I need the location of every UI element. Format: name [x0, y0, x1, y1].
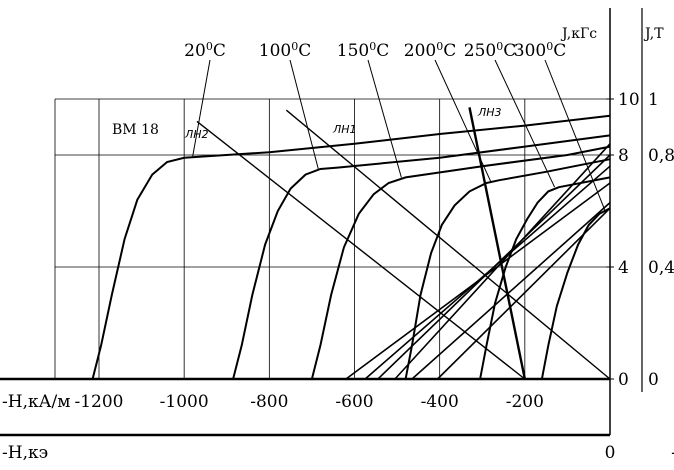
tick-labels: -1200-1000-800-600-400-200-16-14-12-10-8… [74, 90, 674, 463]
series-leader-250 [494, 59, 556, 188]
y-axis-kGs-label: J,кГс [560, 26, 597, 42]
x-tick-kAm: -1200 [74, 392, 123, 412]
x-tick-kOe: 0 [605, 443, 616, 463]
x-tick-kAm: -1000 [160, 392, 209, 412]
text-labels: -H,кА/м -H,кэ J,кГс J,T ВМ 18 [2, 26, 664, 463]
series-label-200: 2000C [404, 40, 456, 61]
x-tick-kAm: -600 [335, 392, 373, 412]
load-line-label: ЛН2 [184, 128, 209, 141]
axes [0, 8, 643, 437]
series-curve-20 [91, 114, 611, 380]
recoil-line [377, 154, 611, 380]
load-line-ЛН2 [196, 120, 526, 380]
series-leader-100 [289, 59, 319, 170]
series-leader-200 [434, 59, 492, 182]
series-curve-300 [540, 207, 611, 380]
x-tick-kAm: -800 [250, 392, 288, 412]
load-line-ЛН1 [285, 109, 611, 380]
x-tick-kOe: -2 [671, 443, 674, 463]
y-tick-T: 0 [648, 370, 659, 390]
series-leader-20 [192, 59, 211, 157]
y-tick-T: 0,4 [648, 258, 674, 278]
series-curve-100 [232, 134, 611, 380]
x-axis-kOe-label: -H,кэ [2, 443, 48, 463]
x-tick-kAm: -200 [506, 392, 544, 412]
series-label-300: 3000C [514, 40, 566, 61]
y-tick-T: 0,8 [648, 146, 674, 166]
series-curve-200 [404, 158, 611, 380]
recoil-line [436, 207, 611, 380]
recoil-line [411, 202, 611, 380]
load-lines: ЛН2 ЛН1 ЛН3 [184, 106, 611, 380]
series-leader-150 [367, 59, 402, 178]
y-axis-T-label: J,T [643, 26, 664, 42]
x-tick-kAm: -400 [421, 392, 459, 412]
y-tick-kGs: 10 [618, 90, 640, 110]
y-tick-T: 1 [648, 90, 659, 110]
series-curve-250 [479, 176, 611, 380]
recoil-line [394, 143, 611, 380]
load-line-ЛН3 [468, 107, 527, 380]
y-tick-kGs: 0 [618, 370, 629, 390]
material-label: ВМ 18 [112, 122, 159, 138]
series-label-100: 1000C [259, 40, 311, 61]
series-label-250: 2500C [464, 40, 516, 61]
series-label-20: 200C [184, 40, 226, 61]
y-tick-kGs: 8 [618, 146, 629, 166]
load-line-label: ЛН1 [332, 123, 357, 136]
series-label-150: 1500C [337, 40, 389, 61]
recoil-lines [345, 143, 611, 380]
series-leader-300 [544, 59, 607, 213]
load-line-label: ЛН3 [477, 106, 502, 119]
y-tick-kGs: 4 [618, 258, 629, 278]
x-axis-kAm-label: -H,кА/м [2, 392, 70, 412]
series-curve-150 [310, 145, 611, 380]
